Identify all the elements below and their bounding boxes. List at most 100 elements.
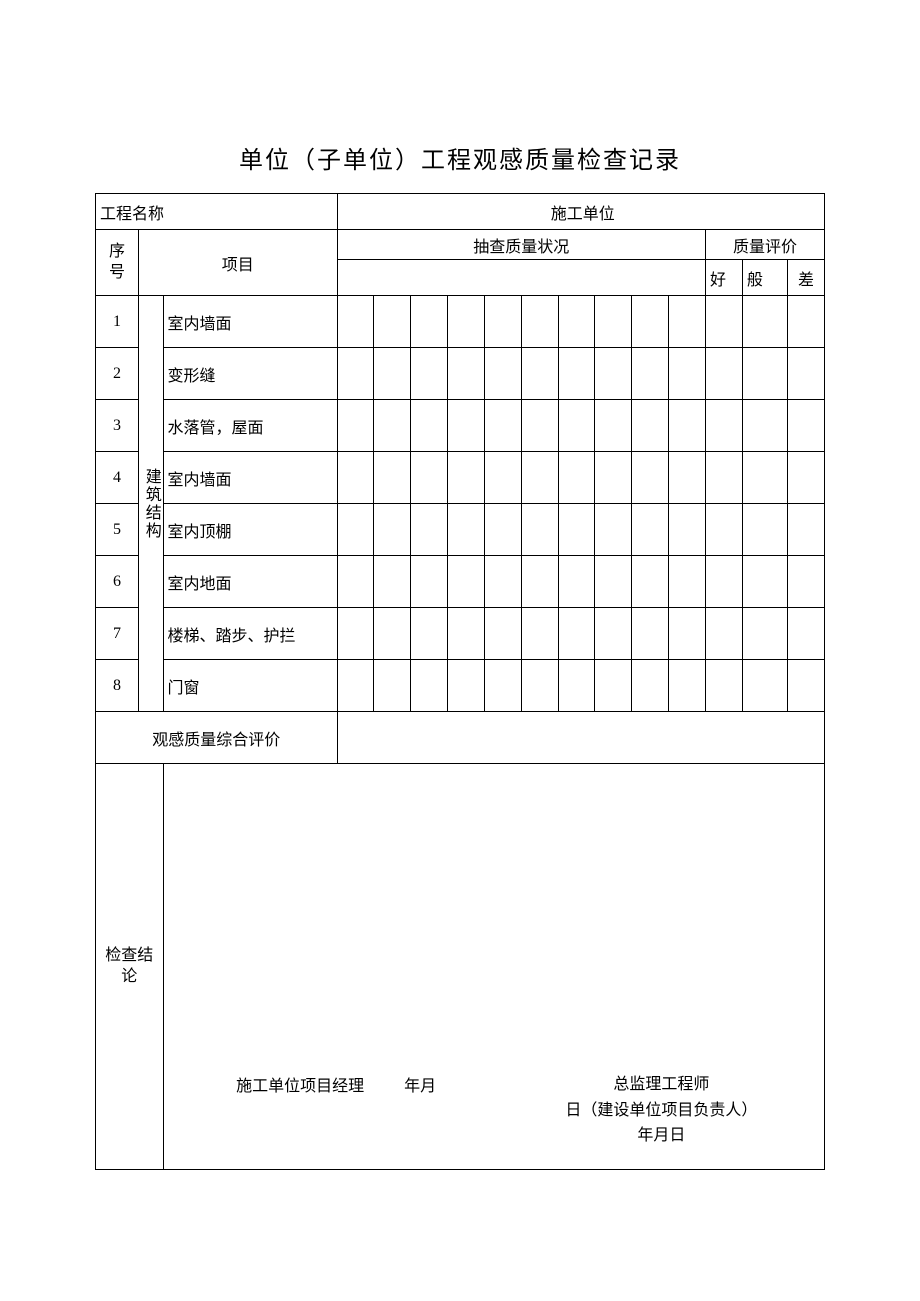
- footer-right: 总监理工程师 日（建设单位项目负责人） 年月日: [499, 1072, 824, 1149]
- check-cell: [448, 556, 485, 608]
- date-ym: 年月: [404, 1078, 436, 1095]
- eval-normal: [742, 660, 787, 712]
- item-name: 楼梯、踏步、护拦: [163, 608, 337, 660]
- check-cell: [484, 452, 521, 504]
- check-cell: [411, 348, 448, 400]
- project-name-label: 工程名称: [96, 194, 338, 230]
- check-cell: [374, 556, 411, 608]
- item-name: 室内顶棚: [163, 504, 337, 556]
- check-cell: [521, 296, 558, 348]
- eval-bad: [787, 452, 824, 504]
- check-cell: [669, 296, 706, 348]
- check-cell: [448, 296, 485, 348]
- header-row-1: 工程名称 施工单位: [96, 194, 825, 230]
- header-row-2: 序 号 项目 抽查质量状况 质量评价: [96, 230, 825, 260]
- item-header: 项目: [138, 230, 337, 296]
- eval-good: [706, 400, 743, 452]
- check-cell: [411, 296, 448, 348]
- check-cell: [632, 348, 669, 400]
- check-cell: [374, 400, 411, 452]
- seq-cell: 1: [96, 296, 139, 348]
- check-cell: [595, 608, 632, 660]
- sample-quality-sub: [337, 260, 705, 296]
- construction-unit-label: 施工单位: [337, 194, 824, 230]
- table-row: 6 室内地面: [96, 556, 825, 608]
- seq-header: 序 号: [96, 230, 139, 296]
- check-cell: [484, 348, 521, 400]
- check-cell: [558, 296, 595, 348]
- check-cell: [484, 504, 521, 556]
- rating-normal: 般: [742, 260, 787, 296]
- check-cell: [669, 660, 706, 712]
- check-cell: [595, 556, 632, 608]
- check-cell: [337, 452, 374, 504]
- table-row: 7 楼梯、踏步、护拦: [96, 608, 825, 660]
- check-cell: [374, 348, 411, 400]
- page-title: 单位（子单位）工程观感质量检查记录: [95, 140, 825, 175]
- check-cell: [595, 504, 632, 556]
- eval-normal: [742, 504, 787, 556]
- date-ymd: 年月日: [499, 1123, 824, 1149]
- item-name: 室内墙面: [163, 296, 337, 348]
- category-cell: 建筑结构: [138, 296, 163, 712]
- check-cell: [669, 452, 706, 504]
- check-cell: [558, 504, 595, 556]
- check-cell: [595, 452, 632, 504]
- check-cell: [448, 452, 485, 504]
- check-cell: [448, 348, 485, 400]
- check-cell: [411, 608, 448, 660]
- eval-normal: [742, 296, 787, 348]
- owner-label: 日（建设单位项目负责人）: [499, 1098, 824, 1124]
- check-cell: [632, 400, 669, 452]
- check-cell: [374, 504, 411, 556]
- check-cell: [669, 348, 706, 400]
- check-cell: [411, 504, 448, 556]
- check-cell: [521, 556, 558, 608]
- check-cell: [595, 296, 632, 348]
- check-cell: [484, 660, 521, 712]
- check-cell: [669, 400, 706, 452]
- table-row: 4 室内墙面: [96, 452, 825, 504]
- conclusion-l1: 检查结: [96, 946, 163, 967]
- check-cell: [521, 504, 558, 556]
- item-name: 室内墙面: [163, 452, 337, 504]
- item-name: 室内地面: [163, 556, 337, 608]
- check-cell: [374, 660, 411, 712]
- check-cell: [632, 452, 669, 504]
- check-cell: [484, 296, 521, 348]
- eval-good: [706, 556, 743, 608]
- eval-bad: [787, 660, 824, 712]
- seq-cell: 8: [96, 660, 139, 712]
- check-cell: [521, 348, 558, 400]
- check-cell: [632, 296, 669, 348]
- eval-bad: [787, 556, 824, 608]
- check-cell: [484, 400, 521, 452]
- item-name: 变形缝: [163, 348, 337, 400]
- seq-cell: 6: [96, 556, 139, 608]
- check-cell: [558, 608, 595, 660]
- seq-cell: 5: [96, 504, 139, 556]
- check-cell: [484, 556, 521, 608]
- eval-good: [706, 504, 743, 556]
- seq-cell: 4: [96, 452, 139, 504]
- table-row: 5 室内顶棚: [96, 504, 825, 556]
- eval-good: [706, 348, 743, 400]
- check-cell: [337, 660, 374, 712]
- check-cell: [448, 660, 485, 712]
- check-cell: [448, 608, 485, 660]
- check-cell: [521, 608, 558, 660]
- check-cell: [558, 452, 595, 504]
- check-cell: [558, 400, 595, 452]
- eval-good: [706, 452, 743, 504]
- seq-cell: 2: [96, 348, 139, 400]
- conclusion-l2: 论: [96, 967, 163, 988]
- check-cell: [374, 608, 411, 660]
- inspection-table: 工程名称 施工单位 序 号 项目 抽查质量状况 质量评价 好 般 差 1 建筑结…: [95, 193, 825, 1170]
- check-cell: [337, 504, 374, 556]
- seq-header-l1: 序: [96, 242, 138, 263]
- check-cell: [632, 504, 669, 556]
- check-cell: [558, 556, 595, 608]
- check-cell: [521, 660, 558, 712]
- check-cell: [337, 296, 374, 348]
- item-name: 门窗: [163, 660, 337, 712]
